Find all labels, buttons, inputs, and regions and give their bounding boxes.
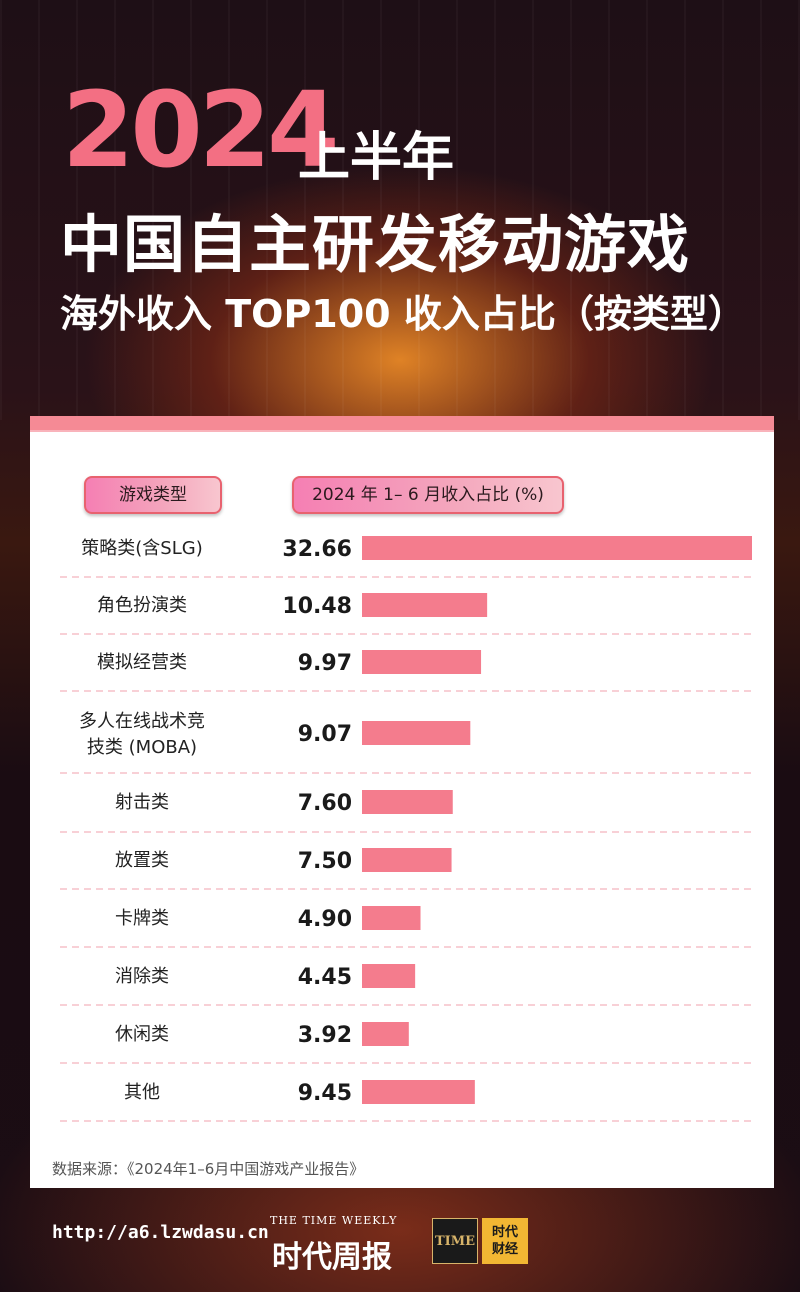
value-label: 9.07 (298, 722, 352, 747)
category-label: 消除类 (115, 966, 169, 987)
caijing-logo-line-1: 时代 (491, 1225, 518, 1240)
column-header-category: 游戏类型 (84, 476, 222, 514)
caijing-logo-line-2: 财经 (491, 1242, 518, 1257)
category-label: 角色扮演类 (97, 595, 187, 616)
value-label: 4.90 (298, 907, 352, 932)
bar (362, 536, 752, 560)
category-label: 其他 (124, 1082, 160, 1103)
card-top-line (30, 430, 774, 432)
bar (362, 650, 482, 674)
bar (362, 964, 416, 988)
bar (362, 1022, 409, 1046)
data-source: 数据来源：《2024年1–6月中国游戏产业报告》 (52, 1160, 365, 1178)
bar (362, 848, 452, 872)
background-texture (0, 0, 800, 420)
value-label: 10.48 (282, 594, 352, 619)
bar (362, 593, 488, 617)
value-label: 4.45 (298, 965, 352, 990)
bar (362, 906, 421, 930)
value-label: 3.92 (298, 1023, 352, 1048)
footer-weekly-text: THE TIME WEEKLY (270, 1214, 398, 1227)
category-label: 休闲类 (115, 1024, 169, 1045)
title-half-year: 上半年 (298, 128, 455, 188)
footer-url[interactable]: http://a6.lzwdasu.cn (52, 1222, 269, 1243)
time-logo: TIME (432, 1218, 478, 1264)
bar (362, 790, 453, 814)
chart-card: 游戏类型 2024 年 1– 6 月收入占比 (%) 策略类(含SLG) 32.6… (30, 416, 774, 1188)
value-label: 9.97 (298, 651, 352, 676)
category-label: 放置类 (115, 850, 169, 871)
page-subtitle: 海外收入 TOP100 收入占比（按类型） (60, 292, 746, 336)
value-label: 7.60 (298, 791, 352, 816)
bar-chart: 策略类(含SLG) 32.66 角色扮演类 10.48 模拟经营类 9.97 多人在线战术竞… (60, 536, 752, 1122)
value-label: 9.45 (298, 1081, 352, 1106)
category-label: 卡牌类 (115, 908, 169, 929)
time-logo-text: TIME (434, 1234, 476, 1249)
footer-brand: 时代周报 (272, 1240, 392, 1275)
category-label: 射击类 (115, 792, 169, 813)
column-header-value: 2024 年 1– 6 月收入占比 (%) (292, 476, 564, 514)
caijing-logo: 时代 财经 (482, 1218, 528, 1264)
value-label: 7.50 (298, 849, 352, 874)
bar (362, 721, 471, 745)
title-year: 2024 (62, 69, 339, 191)
category-label: 模拟经营类 (97, 652, 187, 673)
value-label: 32.66 (282, 537, 352, 562)
bar (362, 1080, 475, 1104)
category-label: 多人在线战术竞技类 (MOBA) (79, 711, 205, 758)
category-label: 策略类(含SLG) (81, 538, 202, 559)
page-title: 中国自主研发移动游戏 (60, 208, 691, 281)
